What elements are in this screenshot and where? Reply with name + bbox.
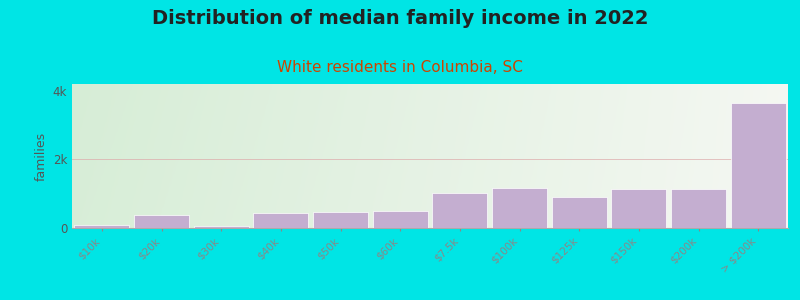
Bar — [611, 189, 666, 228]
Bar — [552, 197, 606, 228]
Bar — [74, 225, 130, 228]
Bar — [432, 193, 487, 228]
Text: Distribution of median family income in 2022: Distribution of median family income in … — [152, 9, 648, 28]
Bar — [313, 212, 368, 228]
Bar — [254, 213, 308, 228]
Text: White residents in Columbia, SC: White residents in Columbia, SC — [277, 60, 523, 75]
Bar — [671, 189, 726, 228]
Y-axis label: families: families — [34, 131, 47, 181]
Bar — [194, 226, 249, 228]
Bar — [730, 103, 786, 228]
Bar — [134, 215, 189, 228]
Bar — [492, 188, 547, 228]
Bar — [373, 211, 428, 228]
